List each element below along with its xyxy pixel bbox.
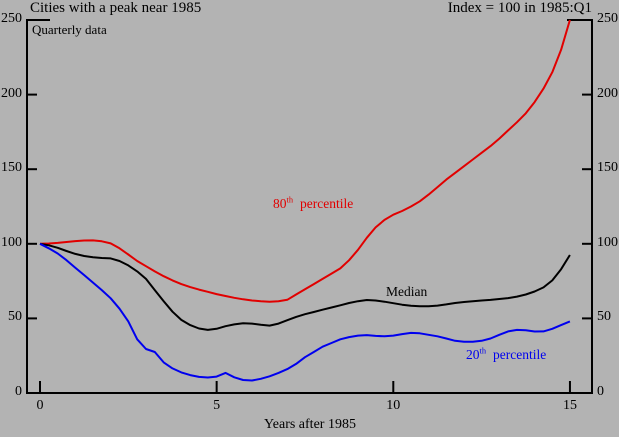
series-label-20th-base: 20 [466, 347, 480, 362]
series-line-20th-percentile [39, 242, 571, 382]
series-label-20th-sup: th [479, 346, 487, 356]
series-label-20th-percentile: 20th percentile [466, 347, 546, 363]
y-tick-label-left-100: 100 [1, 234, 22, 250]
series-label-20th-rest: percentile [493, 347, 547, 362]
x-tick-label-10: 10 [386, 398, 401, 413]
series-line-median [39, 242, 571, 331]
index-note: Index = 100 in 1985:Q1 [447, 0, 592, 16]
series-label-80th-base: 80 [273, 196, 287, 211]
series-label-median-text: Median [386, 284, 428, 299]
x-tick-label-15: 15 [562, 398, 577, 413]
series-label-median: Median [386, 284, 427, 300]
series-line-80th-percentile [39, 19, 571, 303]
series-label-80th-percentile: 80th percentile [273, 196, 353, 212]
x-tick-label-5: 5 [213, 398, 221, 413]
y-tick-label-right-50: 50 [597, 309, 611, 325]
y-tick-label-left-50: 50 [8, 309, 22, 325]
y-tick-label-right-0: 0 [597, 384, 604, 399]
y-tick-label-right-100: 100 [597, 234, 618, 250]
quarterly-data-note: Quarterly data [32, 22, 107, 37]
x-tick-label-0: 0 [36, 398, 44, 413]
x-axis-title: Years after 1985 [264, 417, 356, 432]
y-tick-label-right-250: 250 [597, 11, 618, 26]
y-tick-label-left-0: 0 [15, 384, 22, 399]
y-tick-label-left-150: 150 [1, 160, 22, 176]
y-tick-label-right-150: 150 [597, 160, 618, 176]
axis-frame [26, 19, 593, 394]
chart-title: Cities with a peak near 1985 [30, 0, 202, 16]
y-tick-label-right-200: 200 [597, 85, 618, 101]
y-tick-label-left-250: 250 [1, 11, 22, 26]
series-label-80th-sup: th [286, 195, 294, 205]
y-tick-label-left-200: 200 [1, 85, 22, 101]
series-label-80th-rest: percentile [300, 196, 354, 211]
